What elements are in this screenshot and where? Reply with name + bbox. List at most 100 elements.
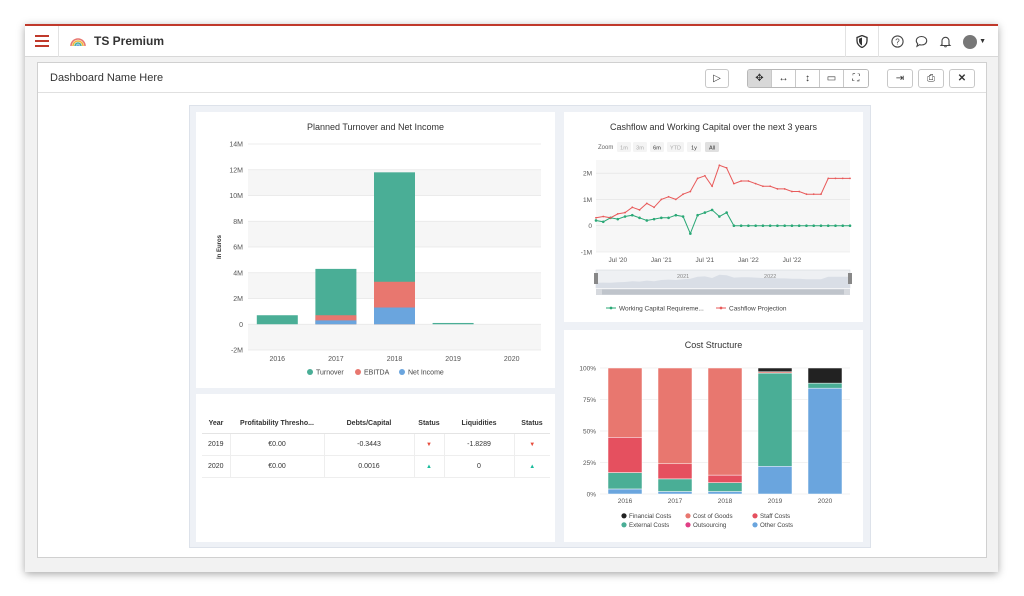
bar-segment-staff-costs: [607, 437, 643, 473]
close-button[interactable]: ✕: [949, 69, 975, 88]
y-tick-label: 1M: [583, 197, 592, 204]
export-button[interactable]: ⇥: [887, 69, 913, 88]
y-tick-label: 50%: [583, 429, 596, 436]
cashflow-chart-card: Cashflow and Working Capital over the ne…: [564, 112, 863, 322]
chat-icon[interactable]: [909, 26, 933, 57]
arrows-horizontal-icon: ↔: [778, 73, 789, 84]
legend-marker: [685, 513, 691, 519]
arrow-up-icon: ▲: [426, 464, 432, 470]
data-point: [819, 224, 823, 228]
legend-marker: [399, 369, 405, 375]
data-point: [602, 215, 605, 218]
data-point: [747, 180, 750, 182]
bell-icon[interactable]: [933, 26, 957, 57]
menu-icon[interactable]: [25, 25, 59, 57]
x-tick-label: 2020: [504, 356, 520, 363]
data-point: [689, 232, 692, 235]
print-icon: ⎙: [927, 73, 935, 84]
data-point: [820, 193, 822, 196]
data-point: [761, 224, 765, 228]
navigator-handle-left: [594, 273, 598, 284]
y-tick-label: 0: [588, 223, 592, 230]
legend-marker: [307, 369, 313, 375]
data-point: [826, 224, 830, 228]
table-row[interactable]: 2019 €0.00 -0.3443 ▼ -1.8289 ▼: [202, 433, 550, 456]
play-button[interactable]: ▷: [705, 69, 729, 88]
zoom-label: Zoom: [598, 145, 613, 151]
resize-horizontal-button[interactable]: ↔: [772, 70, 796, 87]
data-point: [616, 212, 619, 215]
bar-segment-other-costs: [757, 466, 793, 495]
data-point: [645, 202, 648, 205]
x-tick-label: 2020: [818, 498, 833, 505]
y-tick-label: 8M: [233, 219, 243, 226]
data-point: [841, 224, 845, 228]
fullscreen-icon: ⛶: [852, 73, 860, 84]
data-point: [841, 177, 844, 180]
data-point: [623, 215, 627, 218]
y-tick-label: 0%: [587, 492, 597, 499]
legend-marker-dot: [609, 306, 613, 310]
cost-chart-card: Cost Structure 100% 75% 50% 25% 0% 2016 2017 20…: [564, 330, 863, 542]
data-point: [653, 206, 655, 209]
data-point: [674, 213, 678, 217]
chevron-down-icon[interactable]: ▼: [979, 38, 986, 45]
data-point: [725, 211, 728, 214]
data-point: [696, 177, 699, 180]
zoom-button-1m: [617, 142, 631, 152]
legend-label: Working Capital Requireme...: [619, 306, 704, 313]
bar-segment-other-costs: [707, 491, 743, 495]
col-status-2: Status: [514, 414, 550, 434]
x-tick-label: Jul '21: [696, 257, 715, 264]
data-point: [827, 177, 830, 180]
bar-segment-other-costs: [607, 488, 643, 495]
devices-button[interactable]: ▭: [820, 70, 844, 87]
shield-icon[interactable]: [845, 26, 880, 57]
bar-segment-staff-costs: [707, 474, 743, 483]
col-debts: Debts/Capital: [324, 414, 414, 434]
data-point: [797, 224, 801, 228]
resize-vertical-button[interactable]: ↕: [796, 70, 820, 87]
cell-status-2: ▼: [514, 433, 550, 456]
data-point: [660, 198, 663, 201]
data-point: [740, 180, 743, 182]
bar-segment-financial-costs: [807, 367, 843, 384]
cell-year: 2019: [202, 433, 231, 456]
fullscreen-button[interactable]: ⛶: [844, 70, 868, 87]
data-point: [631, 206, 634, 209]
y-tick-label: 12M: [229, 167, 243, 174]
data-point: [732, 182, 735, 185]
dashboard-panel: Dashboard Name Here ▷ ✥ ↔ ↕ ▭ ⛶ ⇥ ⎙ ✕ Pl…: [37, 62, 987, 558]
turnover-chart-title: Planned Turnover and Net Income: [306, 122, 445, 132]
data-point: [630, 213, 634, 217]
cell-debts: 0.0016: [324, 455, 415, 478]
bar-ebitda: [315, 315, 357, 325]
data-point: [783, 188, 786, 190]
x-tick-label: 2018: [387, 356, 403, 363]
zoom-button-label: 1m: [620, 145, 628, 151]
data-point: [805, 224, 808, 228]
play-icon: ▷: [713, 73, 721, 84]
data-point: [732, 224, 736, 228]
data-point: [747, 224, 750, 228]
grid-band: [248, 324, 541, 350]
data-point: [762, 185, 764, 188]
bar-segment-external-costs: [757, 372, 793, 467]
avatar[interactable]: [963, 34, 978, 49]
data-point: [667, 195, 670, 198]
print-button[interactable]: ⎙: [918, 69, 944, 88]
y-tick-label: 75%: [583, 397, 596, 404]
data-point: [645, 219, 649, 222]
help-icon[interactable]: ?: [885, 26, 909, 57]
move-button[interactable]: ✥: [748, 70, 772, 87]
legend-marker: [621, 522, 627, 528]
bar-turnover: [315, 268, 357, 325]
data-point: [805, 193, 808, 196]
data-point: [812, 224, 816, 228]
table-row[interactable]: 2020 €0.00 0.0016 ▲ 0 ▲: [202, 455, 550, 478]
data-point: [790, 224, 794, 228]
y-axis-label: In Euros: [217, 234, 223, 259]
kpi-table-card: Year Profitability Thresho... Debts/Capi…: [196, 394, 555, 542]
bar-segment-cost-of-goods: [707, 367, 743, 476]
legend-label: EBITDA: [364, 370, 390, 377]
